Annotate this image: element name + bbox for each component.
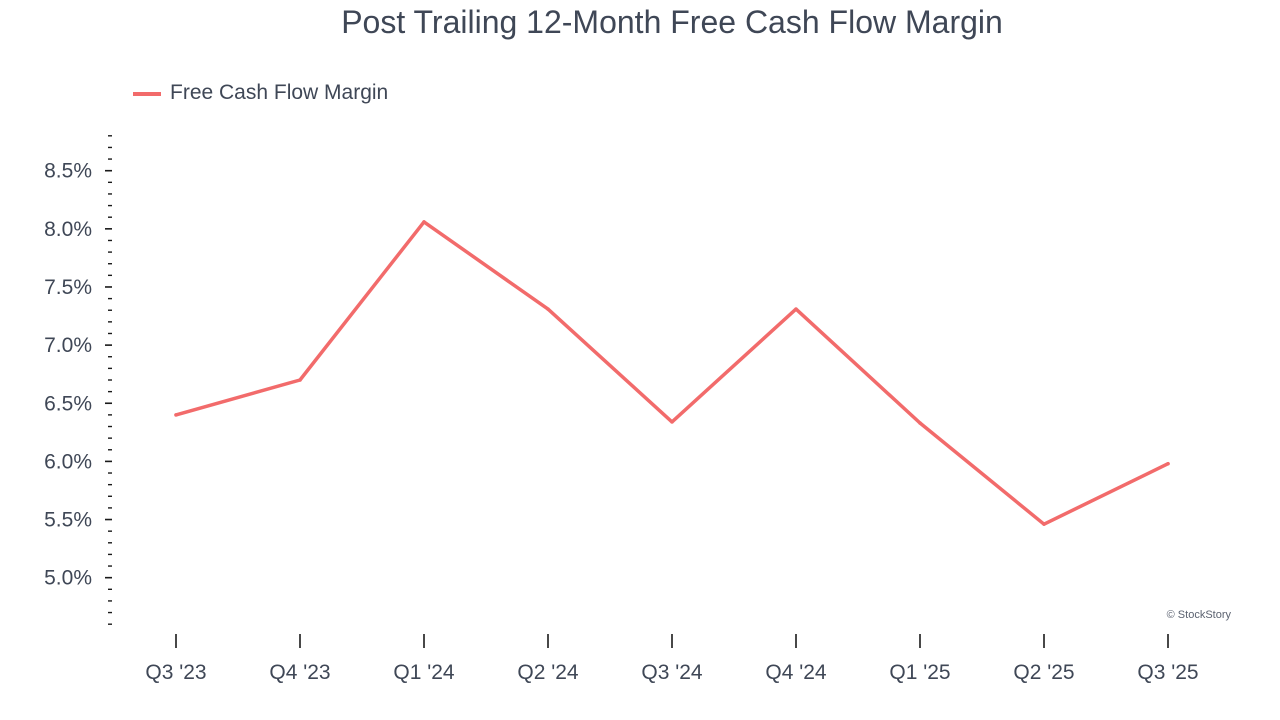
y-tick-label: 7.5% bbox=[44, 276, 92, 299]
legend: Free Cash Flow Margin bbox=[133, 81, 388, 104]
data-point bbox=[422, 220, 426, 224]
x-tick-label: Q3 '23 bbox=[145, 661, 206, 684]
chart-title: Post Trailing 12-Month Free Cash Flow Ma… bbox=[341, 4, 1003, 40]
y-tick-label: 8.0% bbox=[44, 218, 92, 241]
data-point bbox=[174, 413, 178, 417]
data-point bbox=[546, 307, 550, 311]
data-point bbox=[1166, 461, 1170, 466]
x-tick-label: Q4 '23 bbox=[269, 661, 330, 684]
y-tick-label: 6.5% bbox=[44, 392, 92, 415]
x-axis: Q3 '23 Q4 '23 Q1 '24 Q2 '24 Q3 '24 Q4 '24 Q1 '… bbox=[145, 634, 1199, 684]
x-tick-label: Q2 '24 bbox=[517, 661, 579, 684]
y-tick-label: 6.0% bbox=[44, 450, 92, 473]
series-line bbox=[174, 220, 1170, 526]
x-tick-label: Q1 '24 bbox=[393, 661, 455, 684]
x-tick-label: Q3 '24 bbox=[641, 661, 703, 684]
data-point bbox=[794, 307, 798, 311]
data-point bbox=[1042, 522, 1046, 526]
y-tick-label: 7.0% bbox=[44, 334, 92, 357]
data-point bbox=[670, 420, 674, 424]
y-axis: 5.0% 5.5% 6.0% 6.5% 7.0% 7.5% 8.0% 8.5% bbox=[44, 135, 112, 625]
data-point bbox=[298, 378, 302, 382]
series-group bbox=[174, 220, 1170, 526]
legend-label: Free Cash Flow Margin bbox=[170, 81, 388, 104]
credit-text: © StockStory bbox=[1167, 609, 1232, 621]
y-tick-label: 5.0% bbox=[44, 567, 92, 590]
x-tick-label: Q4 '24 bbox=[765, 661, 827, 684]
x-tick-label: Q3 '25 bbox=[1137, 661, 1198, 684]
x-tick-label: Q1 '25 bbox=[889, 661, 950, 684]
y-tick-label: 8.5% bbox=[44, 160, 92, 183]
data-point bbox=[918, 421, 922, 425]
x-tick-label: Q2 '25 bbox=[1013, 661, 1074, 684]
y-tick-label: 5.5% bbox=[44, 509, 92, 532]
